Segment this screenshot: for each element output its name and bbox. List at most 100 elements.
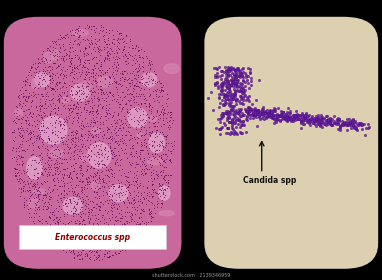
Point <box>68 106 74 111</box>
Point <box>240 65 246 70</box>
Ellipse shape <box>79 154 92 161</box>
Point <box>96 248 102 253</box>
Point <box>34 171 40 176</box>
Point <box>230 96 236 101</box>
Point <box>168 112 174 116</box>
Point <box>148 216 154 220</box>
Point <box>98 91 104 96</box>
Point <box>83 93 89 98</box>
Point <box>119 229 125 233</box>
Point <box>230 132 236 136</box>
Point <box>259 107 265 112</box>
Point <box>88 81 94 86</box>
Point <box>110 92 117 96</box>
Point <box>73 92 79 96</box>
Point <box>67 45 73 50</box>
Point <box>146 79 152 84</box>
Point <box>65 221 71 225</box>
Point <box>95 87 101 91</box>
Point <box>15 117 21 122</box>
Point <box>66 107 72 112</box>
Point <box>77 196 83 201</box>
Point <box>70 138 76 143</box>
Point <box>96 176 102 181</box>
Point <box>98 87 104 92</box>
Point <box>74 201 80 205</box>
Point <box>236 110 242 114</box>
Point <box>163 165 169 170</box>
Point <box>146 115 152 119</box>
Point <box>83 46 89 50</box>
Point <box>127 239 133 244</box>
Point <box>225 65 231 69</box>
Point <box>112 249 118 254</box>
Point <box>85 128 91 133</box>
Point <box>108 138 115 142</box>
Point <box>91 89 97 93</box>
Point <box>135 49 141 54</box>
Point <box>78 144 84 148</box>
Point <box>95 164 101 168</box>
Point <box>67 50 73 54</box>
Point <box>133 227 139 231</box>
Point <box>226 86 232 91</box>
Point <box>16 185 22 190</box>
Point <box>333 118 340 123</box>
Point <box>32 153 39 158</box>
Point <box>292 114 298 118</box>
Point <box>162 141 168 145</box>
Point <box>157 183 163 188</box>
Point <box>144 191 150 195</box>
Point <box>15 146 21 150</box>
Point <box>229 92 235 96</box>
Point <box>92 121 99 125</box>
Point <box>18 135 24 139</box>
Point <box>76 88 83 93</box>
Point <box>132 236 138 240</box>
Ellipse shape <box>110 231 118 240</box>
Point <box>218 88 224 93</box>
Point <box>72 220 78 225</box>
Point <box>37 130 43 135</box>
Point <box>76 193 82 198</box>
Point <box>87 123 93 128</box>
Point <box>19 115 26 119</box>
Point <box>33 203 39 207</box>
Point <box>134 108 140 113</box>
Point <box>87 109 93 113</box>
Point <box>63 73 69 77</box>
Point <box>12 134 18 139</box>
Point <box>254 112 260 116</box>
Point <box>106 169 112 173</box>
Point <box>136 154 142 158</box>
Point <box>42 169 48 173</box>
Point <box>54 167 60 171</box>
Point <box>112 121 118 126</box>
Point <box>107 218 113 222</box>
Point <box>109 81 115 85</box>
Point <box>78 134 84 138</box>
Point <box>334 120 340 124</box>
Point <box>73 143 79 147</box>
Point <box>336 119 342 123</box>
Point <box>99 237 105 242</box>
Point <box>39 128 45 133</box>
Point <box>43 207 49 211</box>
Point <box>300 113 306 117</box>
Point <box>104 191 110 195</box>
Point <box>134 69 140 73</box>
Point <box>39 164 45 168</box>
Point <box>85 58 91 62</box>
Point <box>106 106 112 111</box>
Point <box>49 76 55 80</box>
Point <box>78 214 84 219</box>
Point <box>85 99 91 103</box>
Point <box>121 45 127 49</box>
Point <box>35 60 41 65</box>
Point <box>158 188 164 192</box>
Point <box>133 193 139 197</box>
Point <box>107 75 113 80</box>
Point <box>58 234 65 238</box>
Point <box>236 83 242 88</box>
Point <box>283 115 289 120</box>
